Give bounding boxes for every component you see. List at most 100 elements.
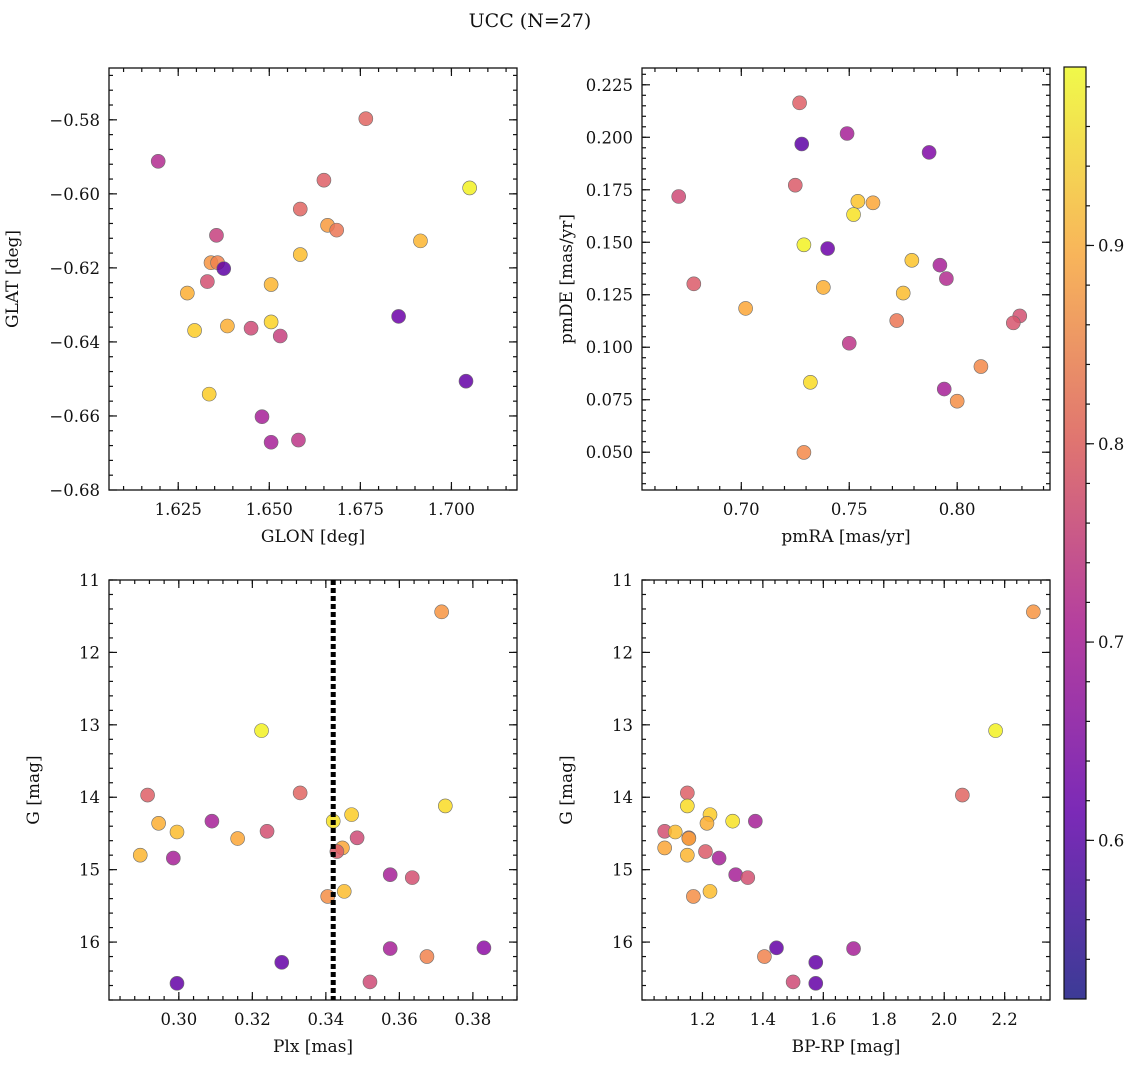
scatter-point (787, 177, 803, 193)
scatter-point (272, 328, 288, 344)
scatter-point (349, 830, 365, 846)
scatter-point (316, 172, 332, 188)
x-tick-label: 2.2 (992, 1010, 1018, 1029)
y-tick-label: −0.66 (49, 407, 100, 426)
scatter-point (187, 323, 202, 338)
scatter-point (740, 870, 756, 885)
scatter-point (671, 189, 686, 204)
x-tick-label: 0.30 (160, 1010, 197, 1029)
scatter-point (680, 785, 695, 801)
x-axis-label: pmRA [mas/yr] (781, 527, 910, 547)
scatter-point (259, 823, 275, 839)
x-tick-label: 1.2 (689, 1010, 715, 1029)
scatter-point (936, 381, 952, 397)
scatter-point (803, 374, 818, 390)
scatter-point (769, 940, 784, 956)
scatter-point (263, 314, 279, 330)
scatter-point (889, 313, 905, 328)
scatter-point (949, 393, 965, 409)
scatter-point (702, 884, 718, 899)
y-tick-label: 16 (612, 933, 633, 952)
scatter-point (932, 257, 948, 273)
scatter-point (816, 280, 831, 295)
x-tick-label: 0.34 (307, 1010, 344, 1029)
panel-bprp-g: 1.2 1.4 1.6 1.8 2.0 2.2 11 12 13 14 15 16 BP-RP [mag… (557, 571, 1051, 1057)
y-tick-label: 0.150 (586, 233, 633, 252)
scatter-point (419, 949, 435, 964)
scatter-point (725, 813, 740, 829)
scatter-point (711, 850, 727, 866)
scatter-point (785, 974, 801, 990)
scatter-point (169, 824, 185, 840)
y-tick-label: 13 (79, 716, 100, 735)
scatter-point (169, 976, 185, 991)
plot-frame (641, 67, 1051, 491)
y-axis-label: GLAT [deg] (3, 230, 23, 328)
y-tick-label: 0.100 (586, 338, 633, 357)
scatter-point (200, 274, 215, 289)
scatter-point (132, 847, 148, 863)
scatter-point (846, 207, 861, 222)
scatter-point (1026, 604, 1041, 620)
colorbar-tick-label: 0.7 (1098, 633, 1124, 652)
scatter-point (921, 145, 937, 160)
scatter-point (738, 301, 753, 316)
scatter-point (344, 807, 359, 822)
scatter-point (291, 432, 306, 448)
plot-frame (641, 579, 1051, 1001)
scatter-point (820, 241, 835, 256)
scatter-point (680, 847, 695, 863)
y-tick-label: 15 (79, 861, 100, 880)
panel-glon-glat: 1.625 1.650 1.675 1.700 −0.68 −0.66 −0.64 −0.62… (3, 67, 518, 547)
scatter-point (458, 373, 474, 389)
x-tick-label: 0.38 (455, 1010, 492, 1029)
scatter-point (362, 974, 378, 990)
scatter-point (358, 111, 374, 127)
scatter-point (230, 831, 245, 846)
scatter-point (382, 867, 398, 883)
scatter-point (209, 228, 224, 243)
figure-suptitle: UCC (N=27) (469, 10, 592, 32)
x-tick-label: 2.0 (931, 1010, 957, 1029)
y-tick-label: 0.200 (586, 128, 633, 147)
scatter-point (728, 867, 743, 883)
y-tick-label: 0.175 (586, 181, 633, 200)
x-tick-label: 1.650 (246, 500, 293, 519)
y-tick-label: 14 (79, 788, 100, 807)
x-tick-label: 0.70 (723, 500, 760, 519)
y-tick-label: 16 (79, 933, 100, 952)
scatter-point (216, 261, 232, 276)
scatter-point (686, 889, 701, 904)
scatter-point (973, 359, 989, 374)
scatter-point (904, 253, 920, 268)
x-tick-label: 1.6 (810, 1010, 836, 1029)
scatter-point (792, 95, 807, 111)
scatter-point (850, 194, 866, 209)
y-axis-label: G [mag] (24, 755, 44, 824)
scatter-point (794, 136, 810, 152)
scatter-point (263, 434, 279, 450)
y-tick-label: −0.62 (49, 259, 100, 278)
x-tick-label: 0.32 (234, 1010, 271, 1029)
colorbar-tick-label: 0.8 (1098, 435, 1124, 454)
x-tick-label: 0.75 (831, 500, 868, 519)
x-tick-label: 0.80 (939, 500, 976, 519)
scatter-point (1006, 315, 1021, 331)
scatter-point (796, 445, 812, 460)
plot-frame (108, 579, 518, 1001)
y-tick-label: 13 (612, 716, 633, 735)
x-tick-label: 1.625 (155, 500, 202, 519)
x-tick-label: 0.36 (381, 1010, 418, 1029)
y-tick-label: −0.60 (49, 185, 100, 204)
y-tick-label: 0.050 (586, 443, 633, 462)
scatter-point (329, 222, 344, 238)
y-tick-label: 0.125 (586, 286, 633, 305)
x-tick-label: 1.700 (428, 500, 475, 519)
scatter-point (839, 126, 855, 141)
y-axis-label: G [mag] (557, 755, 577, 824)
scatter-point (166, 850, 181, 866)
scatter-point (476, 940, 492, 956)
scatter-point (680, 798, 695, 814)
y-tick-label: 15 (612, 861, 633, 880)
